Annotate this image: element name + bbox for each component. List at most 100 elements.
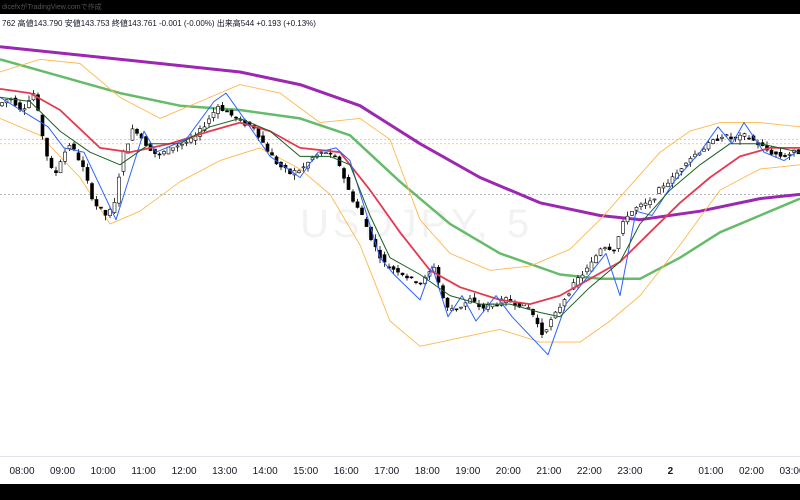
series-line-bb_upper bbox=[0, 58, 800, 271]
price-chart[interactable] bbox=[0, 34, 800, 456]
candle-body bbox=[409, 276, 414, 279]
candle-body bbox=[360, 207, 364, 215]
candle-body bbox=[648, 200, 652, 206]
candle-body bbox=[688, 158, 693, 163]
chart-header: 762 高値143.790 安値143.753 終値143.761 -0.001… bbox=[0, 4, 800, 34]
candle-body bbox=[265, 143, 270, 152]
candle-body bbox=[549, 319, 553, 327]
candle-body bbox=[216, 106, 220, 114]
candle-body bbox=[625, 215, 630, 223]
candle-body bbox=[711, 139, 715, 144]
candle-body bbox=[585, 267, 589, 273]
candle-body bbox=[477, 304, 481, 308]
candle-body bbox=[738, 134, 742, 141]
candle-body bbox=[355, 201, 360, 208]
candle-body bbox=[67, 145, 72, 149]
candle-body bbox=[256, 128, 261, 138]
time-tick-label: 12:00 bbox=[171, 466, 197, 477]
time-tick-label: 21:00 bbox=[536, 466, 562, 477]
candle-body bbox=[135, 129, 139, 134]
time-tick-label: 23:00 bbox=[617, 466, 643, 477]
candle-body bbox=[630, 211, 634, 216]
candle-body bbox=[405, 275, 409, 279]
candle-body bbox=[531, 308, 535, 316]
series-line-ema20 bbox=[0, 88, 800, 305]
candle-body bbox=[126, 143, 130, 154]
candle-body bbox=[189, 137, 193, 143]
candle-body bbox=[616, 236, 621, 249]
time-tick-label: 15:00 bbox=[293, 466, 319, 477]
candle-body bbox=[774, 151, 778, 155]
bottom-black-bar bbox=[0, 484, 800, 500]
candle-body bbox=[634, 206, 639, 211]
candle-body bbox=[612, 249, 616, 252]
candle-body bbox=[144, 136, 148, 146]
time-axis[interactable]: 08:00 09:00 10:00 11:00 12:00 13:00 14:00 15:00… bbox=[0, 456, 800, 485]
candle-body bbox=[238, 119, 243, 121]
candle-body bbox=[472, 297, 477, 302]
candle-body bbox=[85, 167, 90, 181]
candle-body bbox=[45, 137, 49, 157]
candle-body bbox=[418, 282, 423, 285]
time-tick-label: 22:00 bbox=[576, 466, 602, 477]
series-line-sma100 bbox=[0, 58, 800, 281]
candle-body bbox=[54, 170, 58, 174]
candle-body bbox=[27, 100, 31, 108]
series-line-bb_lower bbox=[0, 117, 800, 347]
candle-body bbox=[666, 182, 670, 187]
candle-body bbox=[130, 128, 135, 141]
candle-body bbox=[40, 114, 45, 137]
candle-body bbox=[319, 152, 324, 154]
candle-body bbox=[117, 176, 121, 204]
candle-body bbox=[13, 97, 18, 106]
candle-body bbox=[657, 187, 661, 194]
candle-body bbox=[783, 155, 787, 157]
candle-body bbox=[562, 299, 567, 307]
candle-body bbox=[94, 199, 99, 207]
candle-body bbox=[747, 137, 751, 140]
candle-body bbox=[580, 274, 585, 279]
time-tick-label: 20:00 bbox=[495, 466, 521, 477]
series-line-fastline bbox=[0, 96, 800, 318]
candle-body bbox=[391, 266, 396, 270]
candle-body bbox=[103, 209, 108, 216]
candle-body bbox=[535, 317, 540, 325]
candle-body bbox=[679, 168, 684, 172]
candle-body bbox=[324, 152, 328, 155]
candle-body bbox=[702, 148, 706, 152]
candle-body bbox=[459, 306, 463, 309]
candle-body bbox=[211, 112, 216, 118]
candle-body bbox=[234, 116, 238, 119]
chart-pane[interactable]: USDJPY, 5 bbox=[0, 34, 800, 456]
ohlc-readout: 762 高値143.790 安値143.753 終値143.761 -0.001… bbox=[2, 4, 316, 29]
candle-body bbox=[382, 254, 387, 263]
candle-body bbox=[400, 272, 405, 276]
candle-body bbox=[715, 138, 720, 141]
ohlc-values: 762 高値143.790 安値143.753 終値143.761 -0.001… bbox=[2, 19, 316, 28]
candle-body bbox=[184, 141, 189, 144]
candle-body bbox=[207, 118, 211, 124]
candle-body bbox=[603, 247, 607, 250]
candle-body bbox=[607, 246, 612, 250]
candle-body bbox=[643, 202, 648, 206]
candle-body bbox=[81, 160, 85, 167]
candle-body bbox=[58, 161, 63, 174]
candle-body bbox=[778, 151, 783, 157]
candle-body bbox=[112, 202, 117, 213]
candle-body bbox=[342, 168, 346, 179]
time-tick-label: 13:00 bbox=[212, 466, 238, 477]
time-tick-label: 16:00 bbox=[333, 466, 359, 477]
series-line-zigzag bbox=[0, 92, 797, 356]
candle-body bbox=[454, 308, 459, 311]
candle-body bbox=[526, 307, 531, 309]
series-line-sma200 bbox=[0, 45, 800, 222]
candle-body bbox=[540, 322, 544, 335]
candle-body bbox=[729, 136, 733, 140]
time-tick-label: 02:00 bbox=[738, 466, 764, 477]
candle-body bbox=[396, 268, 400, 273]
candle-body bbox=[553, 311, 558, 319]
candle-body bbox=[661, 185, 666, 189]
candle-body bbox=[297, 170, 301, 173]
candle-body bbox=[594, 255, 598, 264]
candle-body bbox=[445, 297, 450, 308]
